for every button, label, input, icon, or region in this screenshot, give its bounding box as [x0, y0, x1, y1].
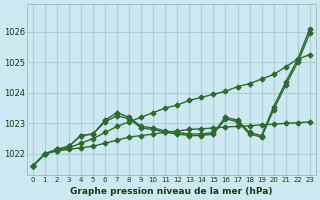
X-axis label: Graphe pression niveau de la mer (hPa): Graphe pression niveau de la mer (hPa)	[70, 187, 273, 196]
